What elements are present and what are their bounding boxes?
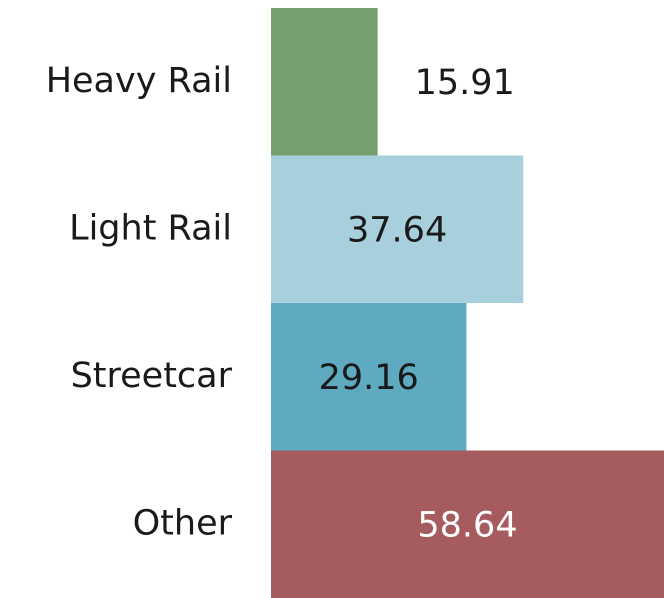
value-label: 58.64 [417,505,517,545]
value-label: 15.91 [415,63,515,103]
category-label: Streetcar [71,356,233,396]
value-label: 37.64 [347,210,447,250]
category-label: Other [133,503,233,543]
value-label: 29.16 [319,358,419,398]
category-label: Light Rail [69,208,232,248]
bar [271,303,467,451]
category-label: Heavy Rail [46,61,232,101]
bar [271,8,378,156]
bar [271,155,524,303]
bar [271,450,664,598]
